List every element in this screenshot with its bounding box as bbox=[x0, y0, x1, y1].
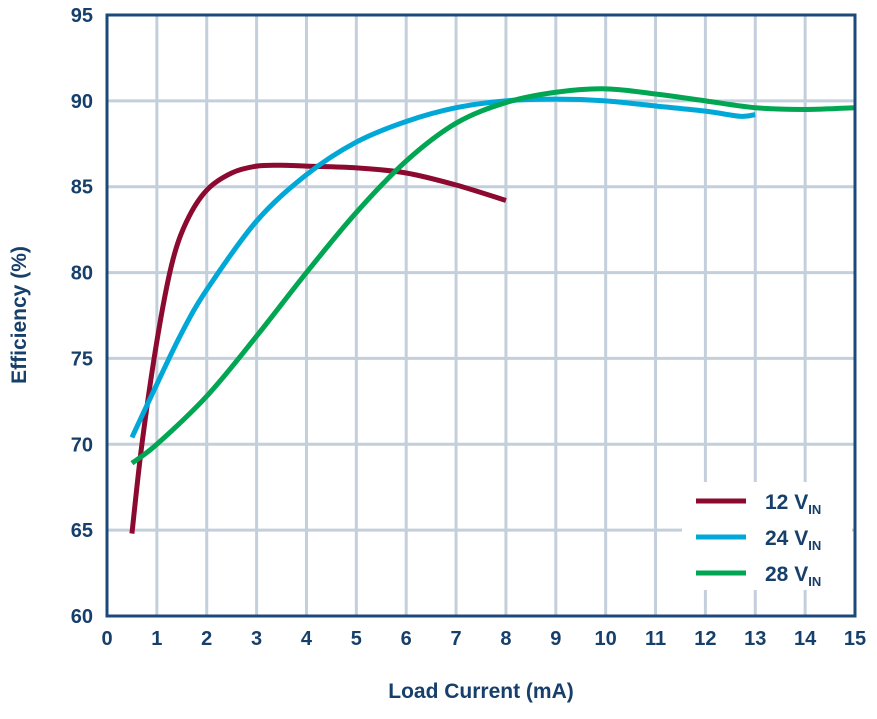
y-tick-label: 60 bbox=[71, 606, 93, 628]
x-tick-label: 8 bbox=[500, 628, 511, 650]
x-tick-label: 6 bbox=[401, 628, 412, 650]
x-tick-label: 3 bbox=[251, 628, 262, 650]
x-tick-label: 11 bbox=[645, 628, 666, 650]
x-tick-label: 14 bbox=[794, 628, 817, 650]
plot-frame bbox=[105, 13, 857, 618]
y-axis-label: Efficiency (%) bbox=[8, 246, 31, 384]
series-line-24v bbox=[129, 96, 756, 439]
y-tick-label: 85 bbox=[71, 177, 93, 199]
x-tick-label: 5 bbox=[351, 628, 362, 650]
x-tick-label: 0 bbox=[101, 628, 112, 650]
y-tick-label: 75 bbox=[71, 348, 93, 370]
y-tick-label: 70 bbox=[71, 434, 93, 456]
x-tick-label: 15 bbox=[844, 628, 866, 650]
legend-label-subscript: IN bbox=[808, 574, 821, 589]
y-tick-label: 90 bbox=[71, 91, 93, 113]
x-tick-label: 12 bbox=[694, 628, 716, 650]
y-tick-label: 65 bbox=[71, 520, 93, 542]
x-tick-label: 13 bbox=[744, 628, 766, 650]
series-line-12v bbox=[129, 162, 507, 534]
x-axis-label: Load Current (mA) bbox=[388, 680, 574, 703]
x-tick-label: 10 bbox=[595, 628, 617, 650]
series-lines bbox=[129, 86, 856, 534]
legend-label-subscript: IN bbox=[808, 502, 821, 517]
x-tick-label: 7 bbox=[451, 628, 462, 650]
x-tick-label: 9 bbox=[550, 628, 561, 650]
x-tick-label: 4 bbox=[301, 628, 313, 650]
y-tick-label: 95 bbox=[71, 5, 93, 27]
x-tick-label: 2 bbox=[201, 628, 212, 650]
legend-label: 28 VIN bbox=[765, 563, 821, 589]
y-tick-label: 80 bbox=[71, 263, 93, 285]
x-tick-label: 1 bbox=[151, 628, 162, 650]
legend-label-subscript: IN bbox=[808, 538, 821, 553]
series-line-28v bbox=[130, 86, 856, 466]
